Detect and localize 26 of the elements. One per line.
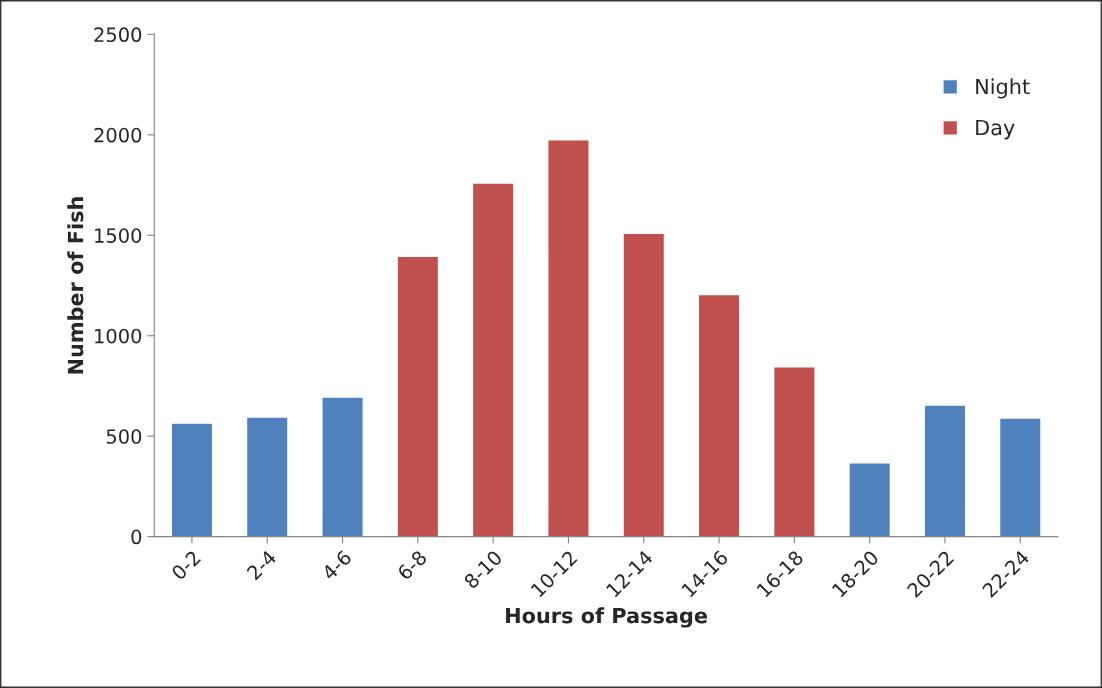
y-tick-label: 500 (106, 429, 142, 444)
bar (772, 366, 816, 537)
y-tick-label: 1500 (95, 228, 142, 243)
legend-label: Night (976, 78, 1030, 99)
y-tick-label: 0 (131, 529, 142, 545)
bar (848, 462, 892, 537)
x-tick-label: 6-8 (396, 549, 428, 581)
bar (697, 293, 741, 537)
bar (170, 422, 214, 537)
x-tick-label: 0-2 (170, 550, 202, 581)
bar (396, 255, 440, 537)
bar (998, 417, 1042, 537)
bar (547, 139, 590, 537)
y-tick-label: 1000 (95, 328, 142, 344)
y-tick-label: 2000 (94, 127, 142, 143)
bar (471, 182, 515, 537)
x-axis-title: Hours of Passage (506, 607, 707, 628)
bar (245, 416, 289, 537)
x-tick-label: 4-6 (321, 549, 353, 581)
x-tick-label: 2-4 (246, 549, 277, 581)
bar (923, 404, 967, 537)
bar (321, 396, 364, 537)
legend-label: Day (976, 119, 1015, 140)
bar (622, 232, 666, 537)
y-axis-title: Number of Fish (67, 197, 84, 374)
y-tick-label: 2500 (94, 27, 142, 43)
